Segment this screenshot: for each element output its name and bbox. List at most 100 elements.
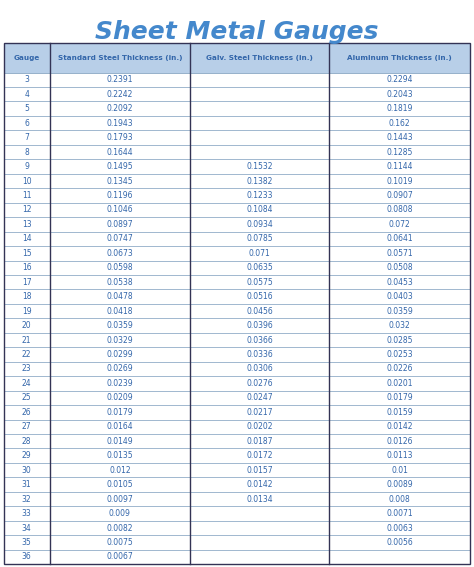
Text: 21: 21 (22, 336, 31, 345)
Bar (49, 203, 191, 217)
Bar (191, 420, 329, 434)
Bar (4, 535, 49, 549)
Text: 0.1046: 0.1046 (107, 205, 133, 214)
Text: 0.0056: 0.0056 (386, 538, 413, 547)
Text: 0.2242: 0.2242 (107, 90, 133, 99)
Text: 0.0247: 0.0247 (246, 393, 273, 403)
Text: 0.0134: 0.0134 (246, 494, 273, 503)
Bar (329, 492, 470, 506)
Bar (191, 550, 329, 564)
Text: 27: 27 (22, 422, 31, 431)
Text: 0.0226: 0.0226 (386, 365, 413, 374)
Text: 0.0164: 0.0164 (107, 422, 133, 431)
Bar (329, 347, 470, 362)
Bar (49, 174, 191, 188)
Bar (4, 448, 49, 463)
Text: 0.1819: 0.1819 (387, 104, 413, 113)
Bar (4, 420, 49, 434)
Text: 0.0142: 0.0142 (246, 480, 273, 489)
Bar (191, 232, 329, 246)
Bar (329, 43, 470, 73)
Bar (4, 362, 49, 376)
Bar (329, 246, 470, 261)
Text: Galv. Steel Thickness (in.): Galv. Steel Thickness (in.) (206, 55, 313, 61)
Bar (49, 521, 191, 535)
Text: 3: 3 (24, 75, 29, 84)
Bar (191, 101, 329, 116)
Bar (4, 550, 49, 564)
Bar (4, 246, 49, 261)
Text: 0.0179: 0.0179 (386, 393, 413, 403)
Bar (191, 87, 329, 101)
Text: 0.0897: 0.0897 (107, 220, 133, 229)
Text: 0.2043: 0.2043 (386, 90, 413, 99)
Text: 20: 20 (22, 321, 31, 330)
Text: 19: 19 (22, 307, 31, 316)
Text: 0.0172: 0.0172 (246, 451, 273, 460)
Bar (329, 391, 470, 405)
Text: 0.0571: 0.0571 (386, 249, 413, 258)
Bar (191, 391, 329, 405)
Bar (49, 434, 191, 448)
Bar (329, 289, 470, 304)
Bar (329, 506, 470, 521)
Bar (191, 174, 329, 188)
Bar (329, 405, 470, 420)
Bar (4, 289, 49, 304)
Bar (191, 362, 329, 376)
Text: 0.2092: 0.2092 (107, 104, 133, 113)
Bar (4, 261, 49, 275)
Bar (329, 159, 470, 174)
Text: 0.0329: 0.0329 (107, 336, 133, 345)
Text: 0.1382: 0.1382 (246, 176, 273, 185)
Text: 0.1793: 0.1793 (107, 133, 133, 142)
Bar (329, 333, 470, 347)
Text: 0.0456: 0.0456 (246, 307, 273, 316)
Text: 0.0907: 0.0907 (386, 191, 413, 200)
Bar (329, 232, 470, 246)
Bar (49, 550, 191, 564)
Text: 0.0276: 0.0276 (246, 379, 273, 388)
Bar (191, 130, 329, 145)
Text: 0.0306: 0.0306 (246, 365, 273, 374)
Text: 0.0403: 0.0403 (386, 292, 413, 301)
Bar (191, 506, 329, 521)
Bar (329, 434, 470, 448)
Bar (4, 145, 49, 159)
Bar (329, 304, 470, 319)
Bar (49, 448, 191, 463)
Bar (49, 159, 191, 174)
Text: 0.1443: 0.1443 (386, 133, 413, 142)
Text: 0.0063: 0.0063 (386, 523, 413, 532)
Text: 0.0538: 0.0538 (107, 278, 133, 287)
Bar (191, 434, 329, 448)
Bar (49, 261, 191, 275)
Bar (4, 391, 49, 405)
Text: 0.1345: 0.1345 (107, 176, 133, 185)
Bar (329, 116, 470, 130)
Bar (4, 275, 49, 289)
Text: 0.0285: 0.0285 (386, 336, 413, 345)
Text: 0.0673: 0.0673 (107, 249, 133, 258)
Text: 29: 29 (22, 451, 31, 460)
Text: 0.0075: 0.0075 (107, 538, 133, 547)
Bar (4, 130, 49, 145)
Text: 0.0641: 0.0641 (386, 234, 413, 243)
Text: 0.0179: 0.0179 (107, 408, 133, 417)
Text: 0.0089: 0.0089 (386, 480, 413, 489)
Bar (49, 362, 191, 376)
Text: 0.01: 0.01 (392, 466, 408, 475)
Text: 0.008: 0.008 (389, 494, 410, 503)
Text: 0.2391: 0.2391 (107, 75, 133, 84)
Text: 33: 33 (22, 509, 32, 518)
Bar (329, 535, 470, 549)
Text: 0.0366: 0.0366 (246, 336, 273, 345)
Bar (49, 347, 191, 362)
Bar (329, 145, 470, 159)
Text: 0.2294: 0.2294 (386, 75, 413, 84)
Bar (191, 289, 329, 304)
Bar (191, 116, 329, 130)
Bar (4, 376, 49, 391)
Text: 35: 35 (22, 538, 32, 547)
Bar (49, 145, 191, 159)
